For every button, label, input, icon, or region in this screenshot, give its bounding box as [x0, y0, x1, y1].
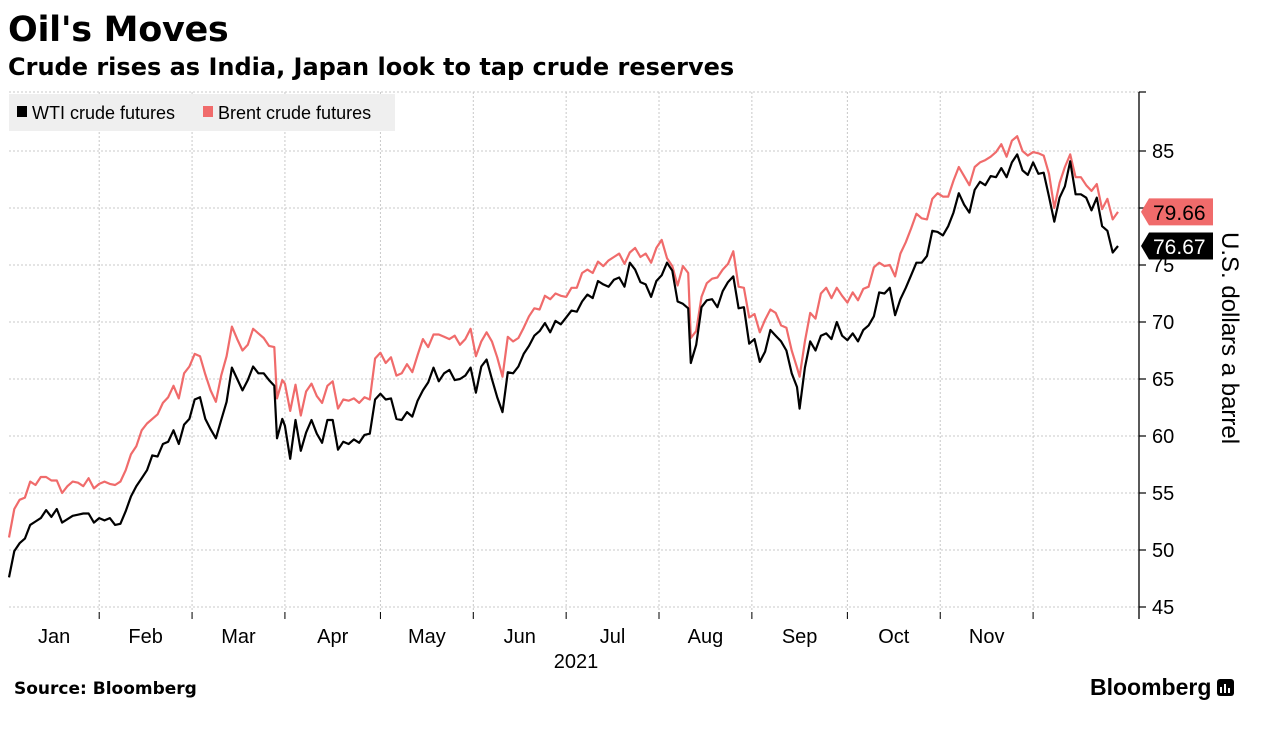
month-label: Feb — [128, 626, 162, 648]
source-note: Source: Bloomberg — [14, 679, 197, 699]
ytick-label: 65 — [1152, 369, 1174, 391]
ytick-label: 55 — [1152, 483, 1174, 505]
legend-label: Brent crude futures — [218, 103, 371, 123]
x-axis: Jan Feb Mar Apr May Jun Jul Aug Sep Oct Nov 2021 — [38, 626, 1004, 673]
ytick-label: 60 — [1152, 426, 1174, 448]
ytick-label: 45 — [1152, 597, 1174, 619]
bloomberg-logo: Bloomberg — [1090, 674, 1235, 701]
chart-subtitle: Crude rises as India, Japan look to tap … — [8, 53, 735, 81]
wti-line — [7, 153, 1119, 578]
month-label: May — [408, 626, 446, 648]
month-label: Nov — [969, 626, 1005, 648]
series-lines — [7, 135, 1119, 578]
legend-swatch — [203, 106, 213, 117]
ytick-label: 85 — [1152, 141, 1174, 163]
brent-last-value-badge — [1141, 198, 1213, 226]
month-label: Aug — [688, 626, 724, 648]
ytick-label: 50 — [1152, 540, 1174, 562]
brent-line — [7, 135, 1119, 538]
brand-text: Bloomberg — [1090, 674, 1212, 700]
month-label: Jul — [600, 626, 626, 648]
legend: WTI crude futures Brent crude futures — [9, 94, 395, 131]
month-gridlines — [98, 92, 1034, 619]
last-value-callouts: 76.67 79.66 — [1141, 198, 1213, 260]
month-label: Sep — [782, 626, 818, 648]
wti-last-value-badge — [1141, 232, 1213, 260]
legend-box — [9, 94, 395, 131]
month-label: Mar — [221, 626, 256, 648]
month-label: Oct — [878, 626, 910, 648]
legend-label: WTI crude futures — [32, 103, 175, 123]
year-label: 2021 — [554, 651, 599, 673]
chart-title: Oil's Moves — [8, 10, 229, 50]
ytick-label: 75 — [1152, 255, 1174, 277]
y-axis: 45 50 55 60 65 70 75 85 U.S. dollars a barrel — [1138, 91, 1243, 619]
month-label: Jan — [38, 626, 70, 648]
month-label: Jun — [504, 626, 536, 648]
ytick-label: 70 — [1152, 312, 1174, 334]
month-label: Apr — [317, 626, 348, 648]
gridlines — [9, 91, 1139, 608]
wti-last-value: 76.67 — [1153, 236, 1206, 259]
legend-swatch — [17, 106, 27, 117]
y-axis-label: U.S. dollars a barrel — [1216, 232, 1243, 444]
bloomberg-terminal-icon — [1217, 679, 1235, 696]
brent-last-value: 79.66 — [1153, 202, 1206, 225]
